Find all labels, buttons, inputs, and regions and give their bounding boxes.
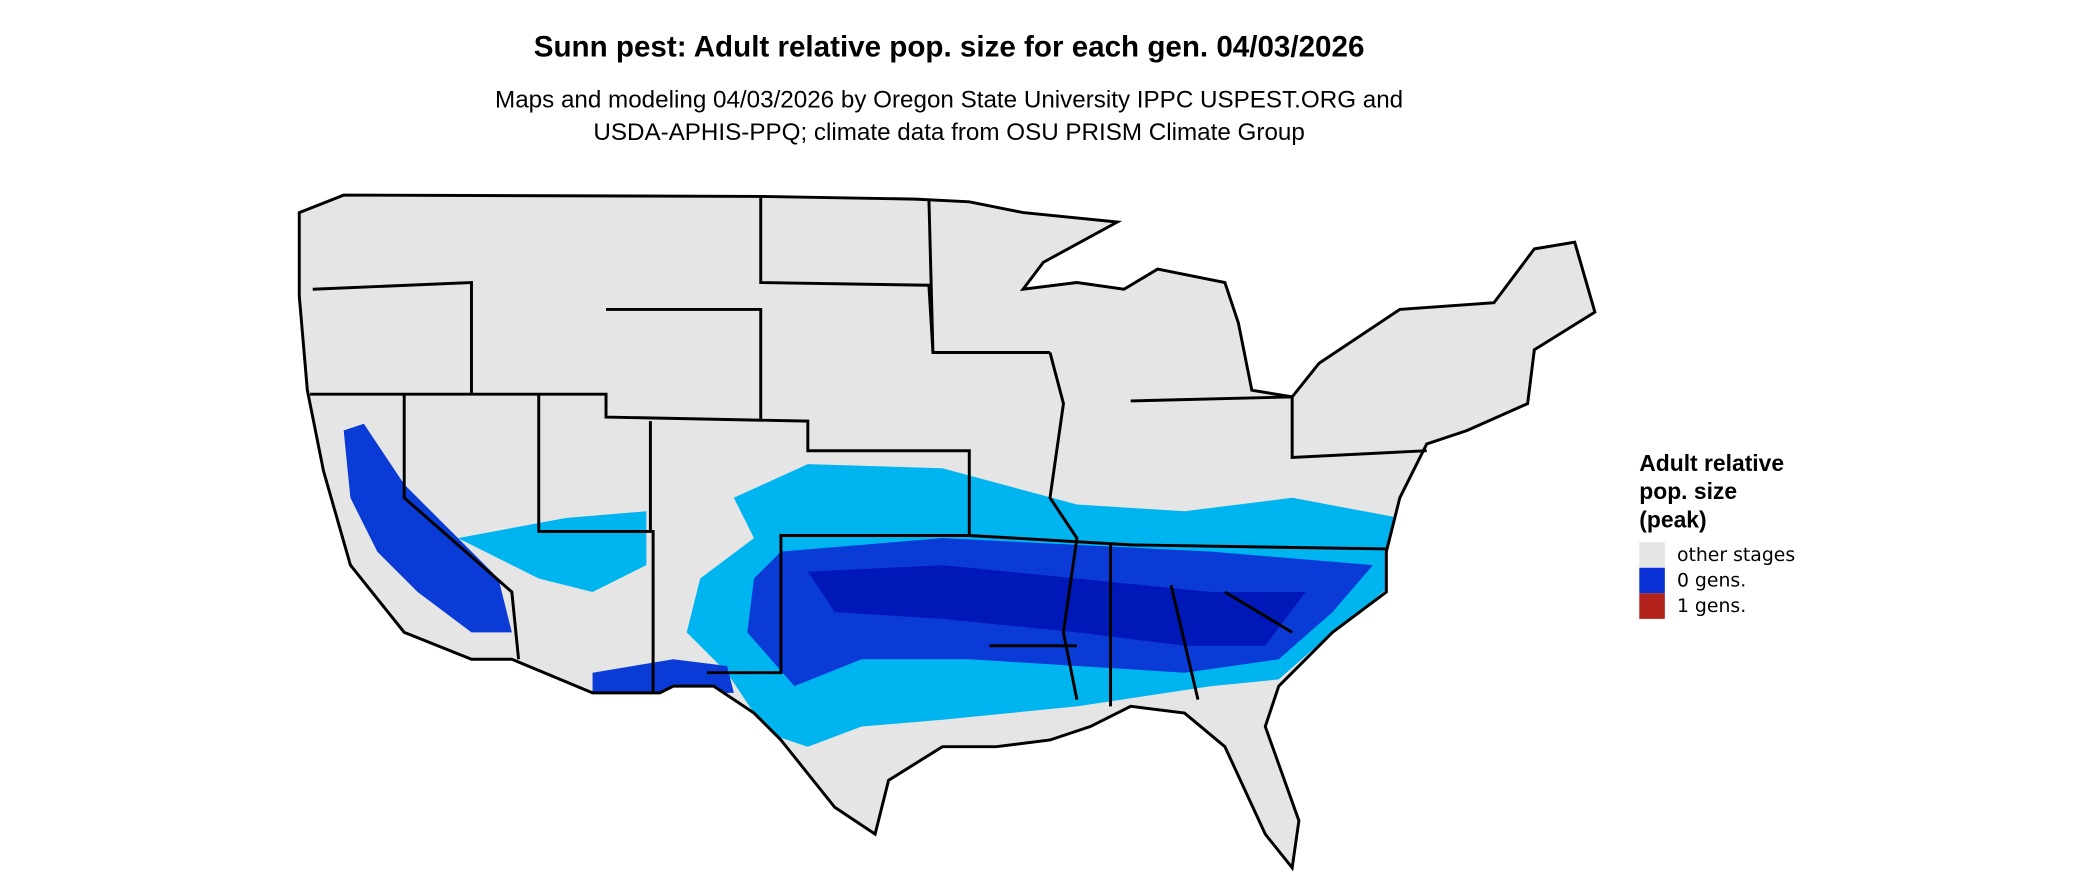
legend-label: 1 gens.: [1677, 596, 1746, 617]
legend-title: (peak): [1639, 506, 1706, 532]
legend: Adult relative pop. size (peak) other st…: [1639, 450, 1795, 619]
state-lines: [297, 193, 1597, 870]
subtitle-line: USDA-APHIS-PPQ; climate data from OSU PR…: [593, 119, 1304, 146]
legend-swatch: [1639, 593, 1665, 619]
legend-swatch: [1639, 542, 1665, 568]
legend-swatch: [1639, 567, 1665, 594]
us-map: [297, 193, 1597, 870]
legend-title: pop. size: [1639, 478, 1737, 504]
title: Sunn pest: Adult relative pop. size for …: [534, 31, 1365, 64]
ca-zone: [343, 423, 512, 633]
legend-title: Adult relative: [1639, 450, 1784, 476]
subtitle-line: Maps and modeling 04/03/2026 by Oregon S…: [495, 87, 1403, 114]
legend-label: other stages: [1677, 545, 1795, 566]
az-zone: [592, 659, 734, 693]
legend-label: 0 gens.: [1677, 571, 1746, 592]
